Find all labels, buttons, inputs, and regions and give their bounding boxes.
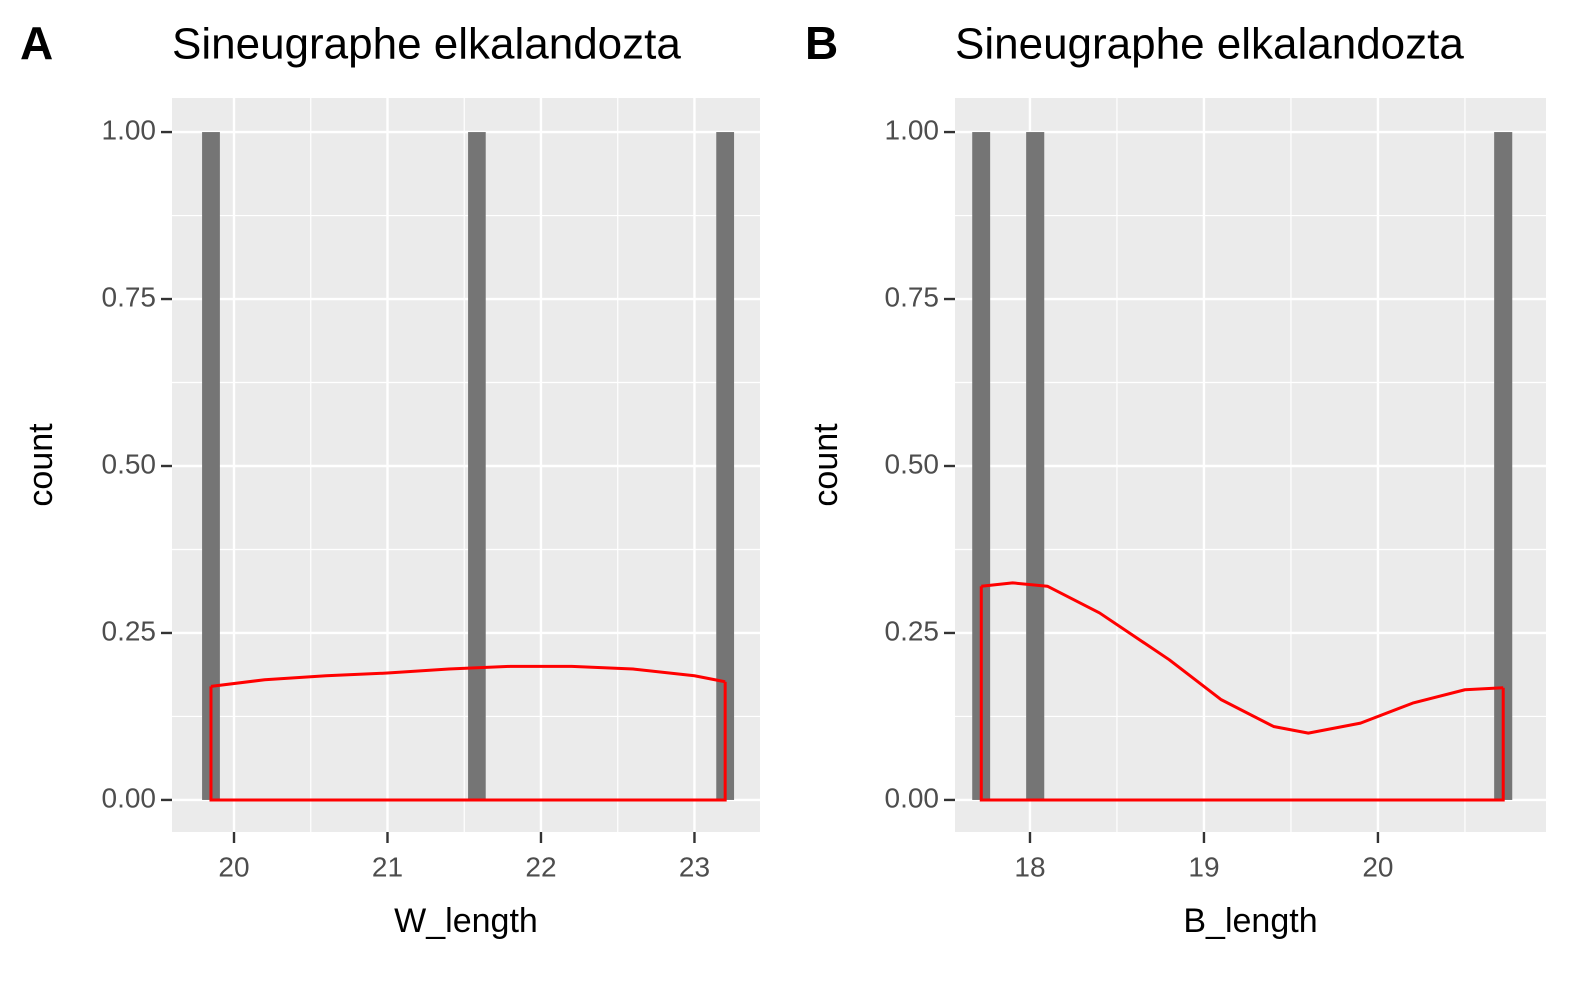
y-tick-label: 0.50 — [102, 448, 157, 479]
histogram-bar — [1026, 132, 1045, 800]
y-axis-title: count — [807, 423, 845, 507]
x-tick-label: 20 — [1362, 851, 1393, 882]
x-tick-label: 22 — [525, 851, 556, 882]
histogram-bar — [716, 132, 735, 800]
x-tick-label: 21 — [372, 851, 403, 882]
y-tick-label: 0.00 — [885, 782, 940, 813]
density-curve — [981, 581, 1504, 735]
y-tick-label: 0.25 — [102, 615, 157, 646]
chart-title: Sineugraphe elkalandozta — [172, 20, 681, 69]
x-tick-label: 19 — [1188, 851, 1219, 882]
x-axis-title: W_length — [394, 902, 538, 940]
y-tick-label: 0.50 — [885, 448, 940, 479]
density-outline — [979, 586, 1505, 802]
y-tick-label: 0.25 — [885, 615, 940, 646]
y-tick-label: 1.00 — [885, 114, 940, 145]
y-tick-label: 0.75 — [885, 281, 940, 312]
panel-tag: A — [20, 17, 53, 69]
y-tick-label: 0.75 — [102, 281, 157, 312]
x-tick-label: 20 — [218, 851, 249, 882]
histogram-bar — [468, 132, 486, 800]
x-tick-label: 18 — [1014, 851, 1045, 882]
panel-tag: B — [805, 17, 838, 69]
histogram-bar — [1494, 132, 1513, 800]
histogram-bar — [202, 132, 220, 800]
x-tick-label: 23 — [679, 851, 710, 882]
y-axis-title: count — [22, 423, 60, 507]
x-axis-title: B_length — [1183, 902, 1317, 940]
chart-title: Sineugraphe elkalandozta — [955, 20, 1464, 69]
y-tick-label: 0.00 — [102, 782, 157, 813]
y-tick-label: 1.00 — [102, 114, 157, 145]
histogram-bar — [972, 132, 991, 800]
density-outline — [209, 681, 727, 802]
density-curve — [210, 664, 726, 688]
